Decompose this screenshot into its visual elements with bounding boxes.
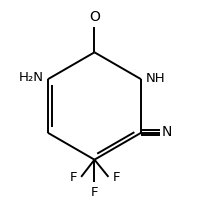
Text: H₂N: H₂N [18,71,43,84]
Text: F: F [112,172,120,184]
Text: N: N [162,126,172,139]
Text: NH: NH [146,72,165,85]
Text: F: F [70,172,77,184]
Text: O: O [89,10,100,24]
Text: F: F [91,186,98,199]
